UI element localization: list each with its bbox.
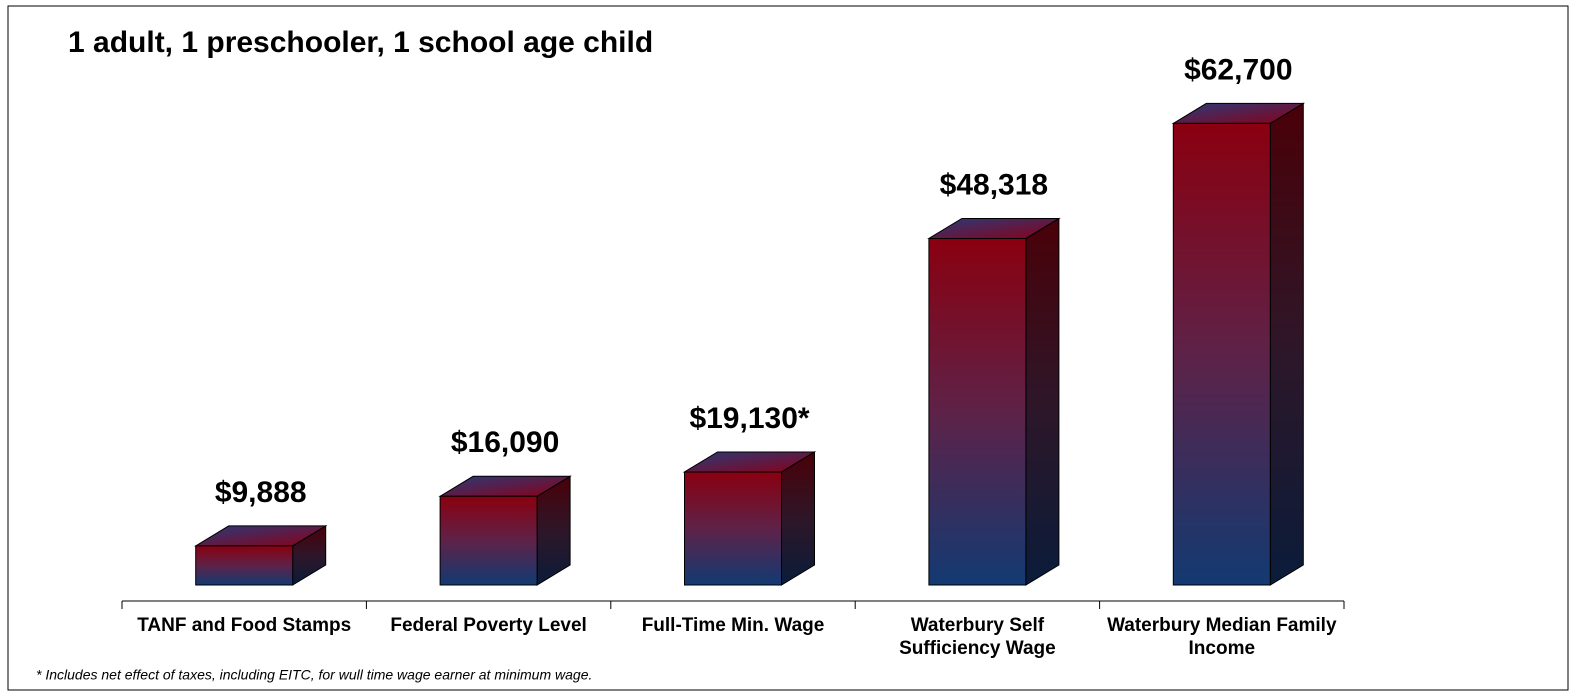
bar-front [928, 237, 1027, 586]
bar-side [781, 451, 815, 586]
bar-front [195, 545, 294, 586]
footnote: * Includes net effect of taxes, includin… [36, 667, 592, 683]
frame [7, 5, 1569, 691]
bar-side [1269, 102, 1304, 586]
bar-front [684, 471, 782, 586]
x-tick-label: Federal Poverty Level [390, 615, 587, 636]
bar-front [1172, 122, 1271, 586]
bar [1171, 102, 1306, 586]
bar [927, 217, 1061, 586]
x-tick-label: Waterbury Median Family Income [1107, 615, 1337, 659]
value-label: $9,888 [215, 476, 307, 509]
bar [193, 525, 328, 586]
value-label: $48,318 [940, 168, 1048, 201]
bar [438, 475, 572, 586]
value-label: $16,090 [451, 426, 559, 459]
x-tick-label: Waterbury Self Sufficiency Wage [899, 615, 1056, 659]
x-tick-label: Full-Time Min. Wage [641, 615, 825, 636]
chart-title: 1 adult, 1 preschooler, 1 school age chi… [68, 26, 653, 59]
value-label: $19,130* [689, 402, 809, 435]
value-label: $62,700 [1184, 53, 1292, 86]
bar-side [1025, 217, 1060, 586]
x-tick-label: TANF and Food Stamps [137, 615, 352, 636]
bar-front [439, 495, 538, 586]
bar [682, 451, 817, 586]
